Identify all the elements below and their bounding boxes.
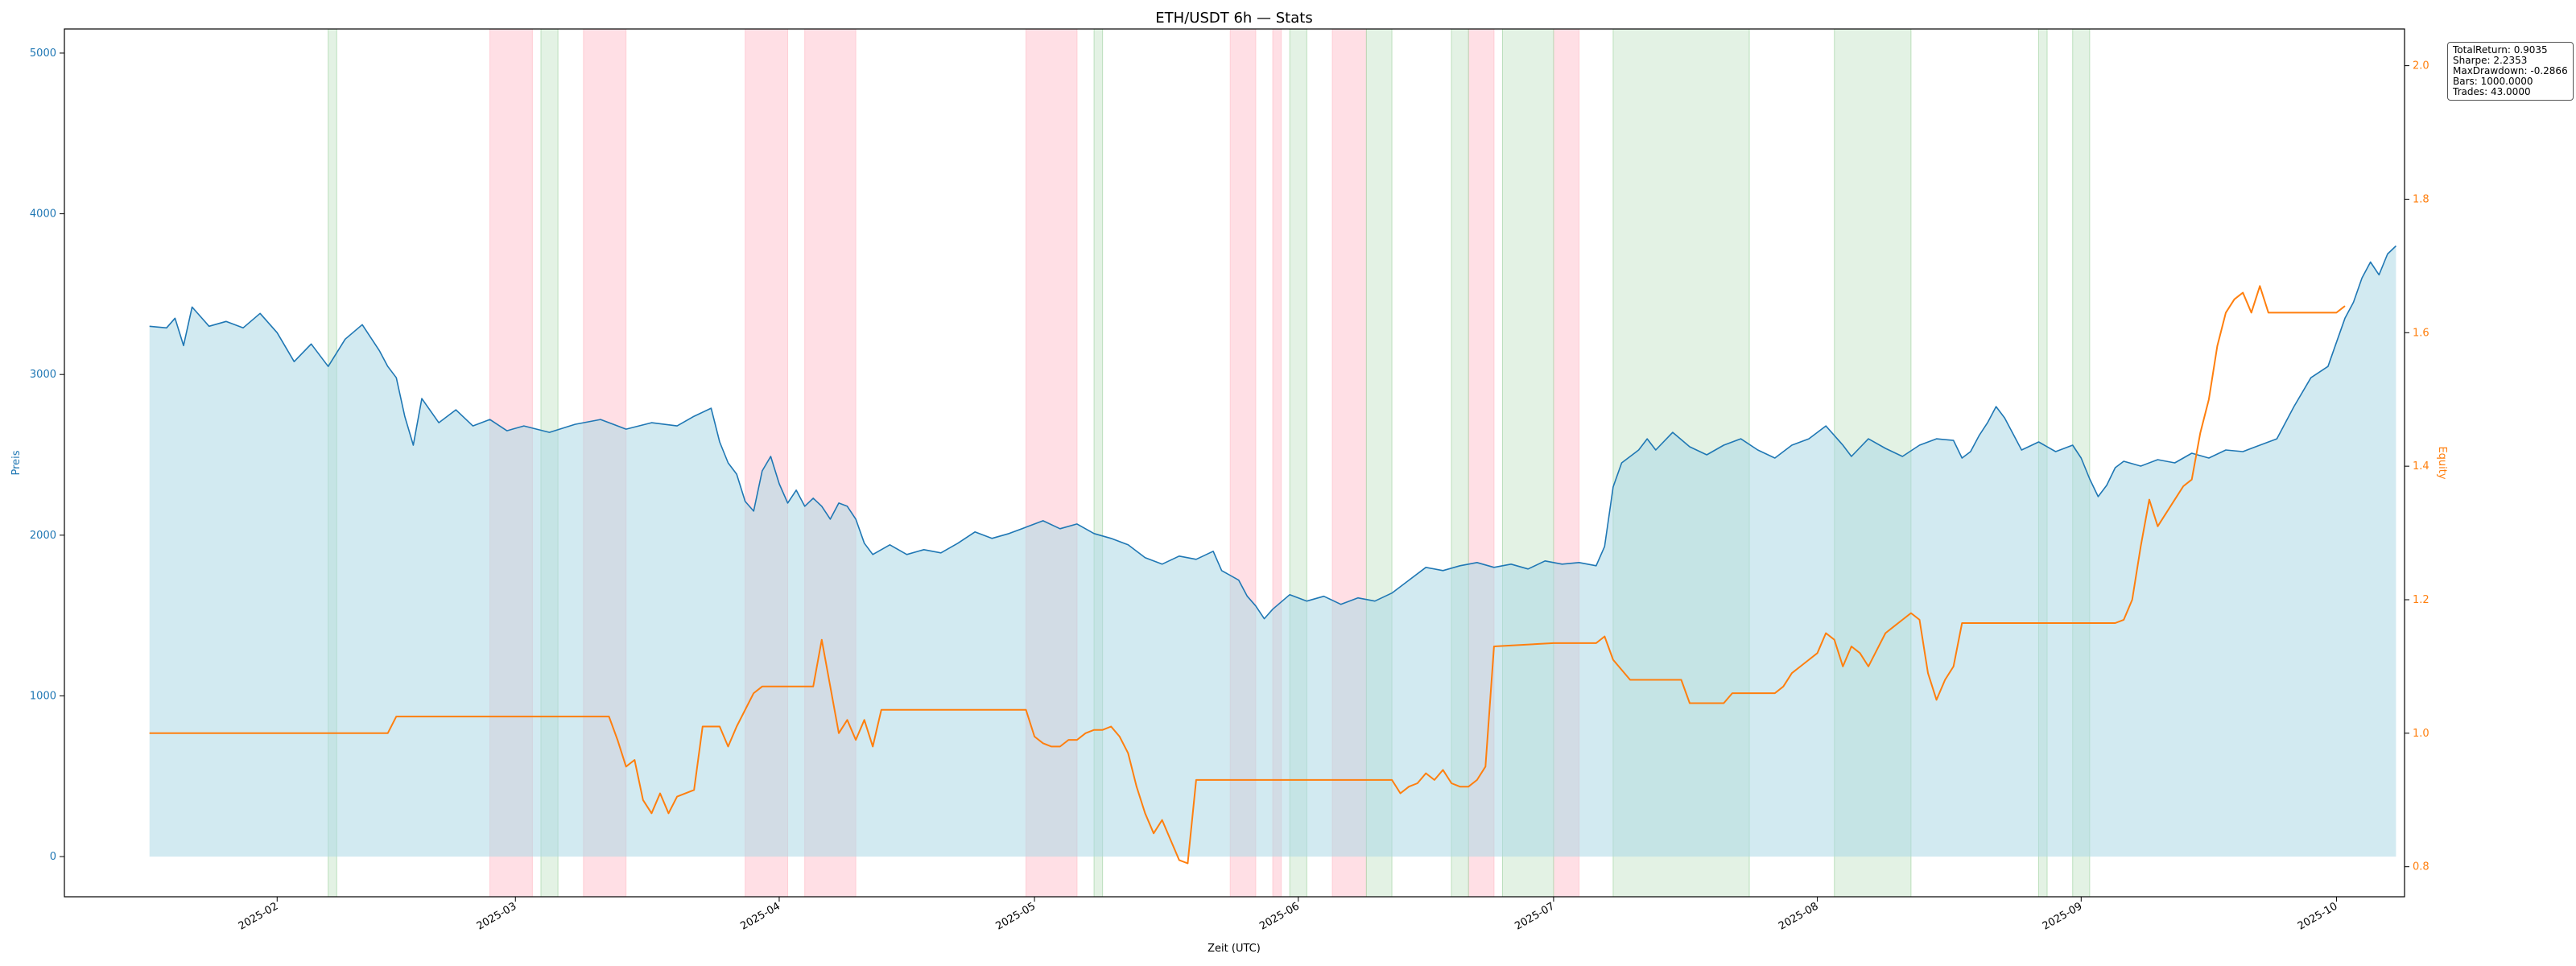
- y-right-tick-label-4: 1.6: [2413, 327, 2429, 339]
- stats-sharpe: Sharpe: 2.2353: [2453, 55, 2528, 66]
- y-left-tick-label-2: 2000: [30, 530, 56, 542]
- y-right-tick-label-1: 1.0: [2413, 728, 2429, 740]
- price-line: [149, 245, 2396, 620]
- stats-trades: Trades: 43.0000: [2453, 86, 2531, 97]
- plot-frame: [64, 28, 2405, 898]
- stats-bars: Bars: 1000.0000: [2453, 76, 2533, 87]
- x-axis-label: Zeit (UTC): [1208, 943, 1261, 955]
- y-right-tick-label-2: 1.2: [2413, 594, 2429, 606]
- stats-box: TotalReturn: 0.9035 Sharpe: 2.2353 MaxDr…: [2447, 42, 2574, 101]
- y-axis-right-label: Equity: [2436, 446, 2448, 479]
- equity-series: [149, 285, 2346, 865]
- chart-title: ETH/USDT 6h — Stats: [1155, 10, 1312, 27]
- y-left-tick-label-1: 1000: [30, 690, 56, 702]
- y-left-tick-label-3: 3000: [30, 369, 56, 381]
- equity-line: [149, 285, 2346, 865]
- y-axis-left-label: Preis: [10, 450, 23, 475]
- y-right-tick-label-0: 0.8: [2413, 861, 2429, 873]
- y-left-tick-label-0: 0: [50, 851, 56, 863]
- left-axis: 0 1000 2000 3000 4000 5000: [30, 47, 64, 863]
- stats-max-drawdown: MaxDrawdown: -0.2866: [2453, 65, 2568, 76]
- y-right-tick-label-3: 1.4: [2413, 460, 2429, 473]
- stats-total-return: TotalReturn: 0.9035: [2453, 44, 2548, 56]
- y-right-tick-label-5: 1.8: [2413, 193, 2429, 205]
- y-right-tick-label-6: 2.0: [2413, 60, 2429, 72]
- y-left-tick-label-4: 4000: [30, 208, 56, 221]
- price-series: [149, 245, 2396, 857]
- y-left-tick-label-5: 5000: [30, 47, 56, 60]
- price-fill-area: [149, 246, 2396, 857]
- right-axis: 0.8 1.0 1.2 1.4 1.6 1.8 2.0: [2405, 60, 2429, 873]
